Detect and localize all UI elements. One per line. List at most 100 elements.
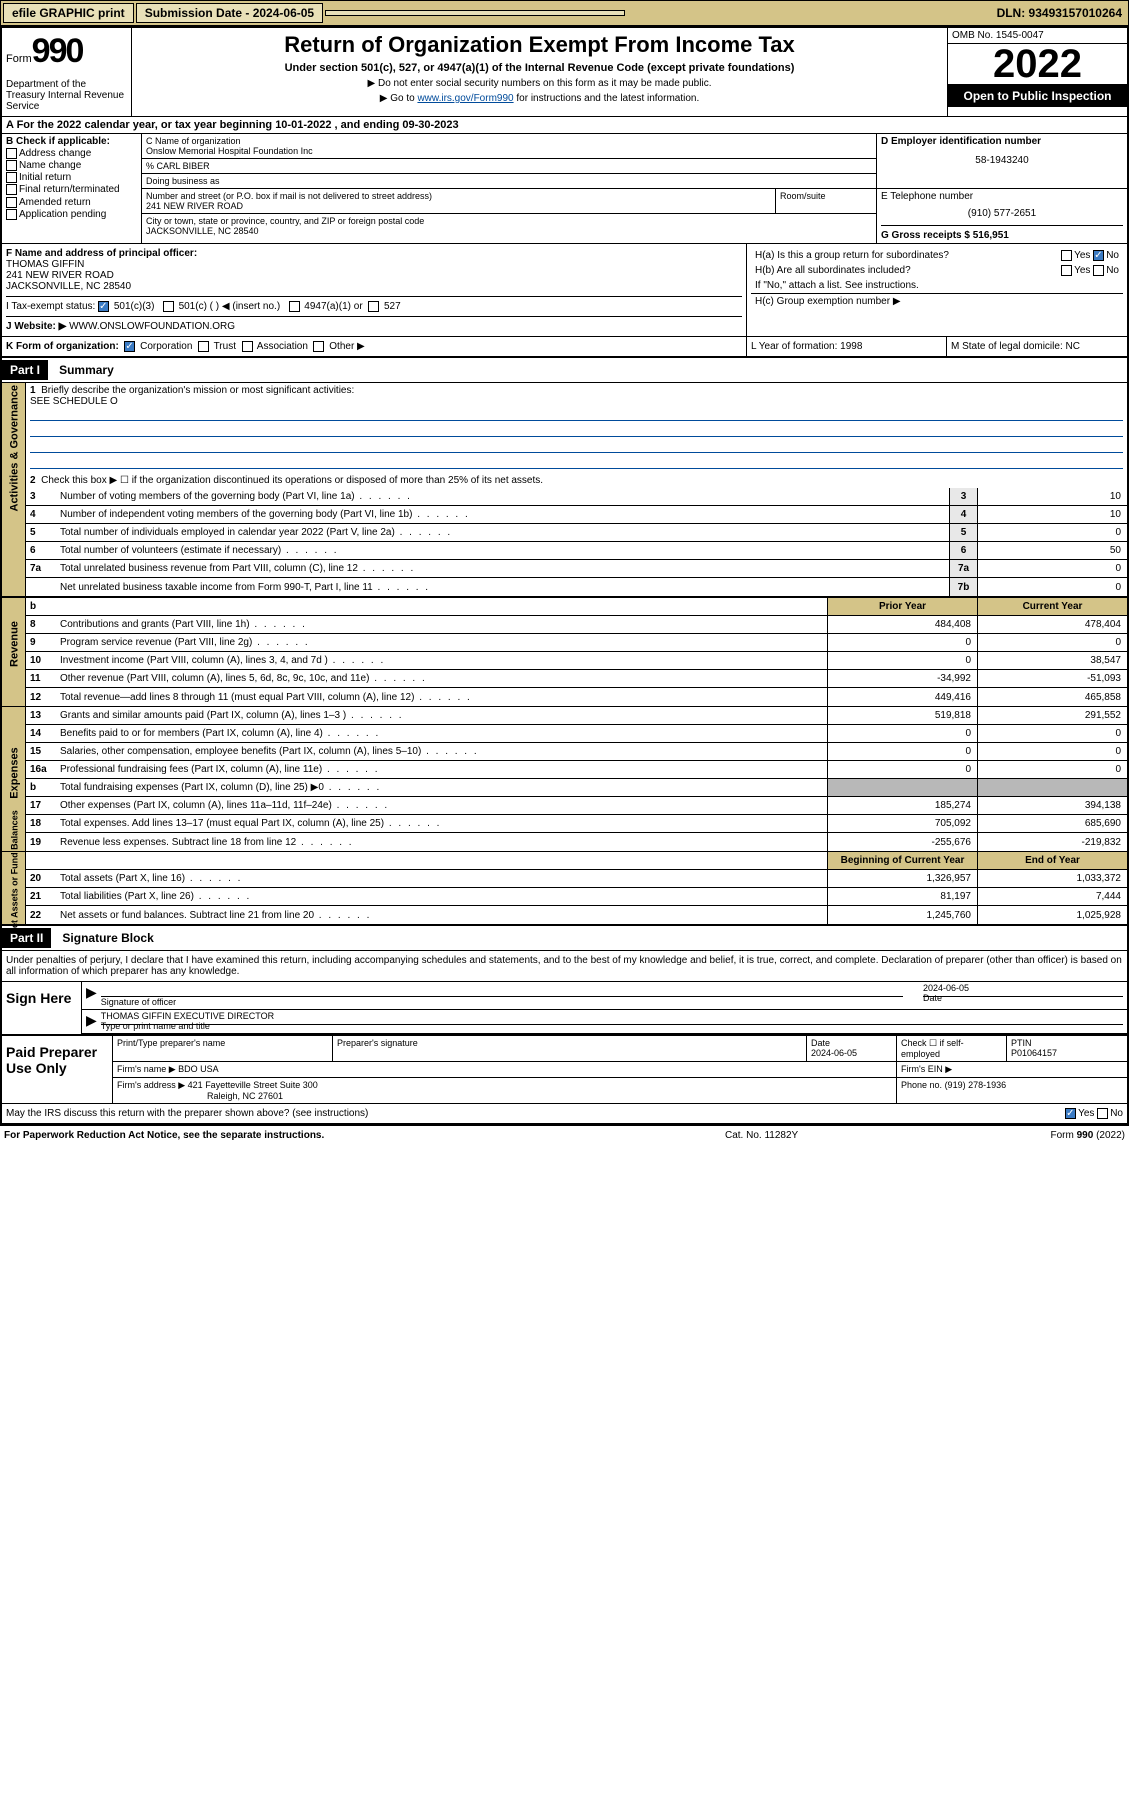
balance-headers-row: Beginning of Current Year End of Year [26, 852, 1127, 870]
col-headers-row: b Prior Year Current Year [26, 598, 1127, 616]
firm-ein: Firm's EIN ▶ [897, 1062, 1127, 1077]
form-subtitle: Under section 501(c), 527, or 4947(a)(1)… [138, 62, 941, 74]
line1-wrapper: 1 Briefly describe the organization's mi… [26, 383, 1127, 473]
gross-receipts: G Gross receipts $ 516,951 [881, 225, 1123, 241]
hb-no[interactable] [1093, 265, 1104, 276]
discuss-row: May the IRS discuss this return with the… [2, 1103, 1127, 1123]
dept-treasury: Department of the Treasury Internal Reve… [6, 71, 127, 112]
line-19: 19 Revenue less expenses. Subtract line … [26, 833, 1127, 851]
paperwork-notice: For Paperwork Reduction Act Notice, see … [4, 1130, 725, 1141]
firm-addr-row: Firm's address ▶ 421 Fayetteville Street… [113, 1078, 1127, 1103]
prep-row1: Print/Type preparer's name Preparer's si… [113, 1036, 1127, 1062]
row-fh: F Name and address of principal officer:… [2, 244, 1127, 337]
cb-501c3[interactable] [98, 301, 109, 312]
governance-section: Activities & Governance 1 Briefly descri… [2, 383, 1127, 597]
h-b: H(b) Are all subordinates included? Yes … [751, 263, 1123, 278]
top-bar: efile GRAPHIC print Submission Date - 20… [0, 0, 1129, 26]
firm-addr: Firm's address ▶ 421 Fayetteville Street… [113, 1078, 897, 1103]
cb-4947[interactable] [289, 301, 300, 312]
row-klm: K Form of organization: Corporation Trus… [2, 337, 1127, 358]
arrow-icon: ▶ [86, 984, 97, 1007]
header-right: OMB No. 1545-0047 2022 Open to Public In… [947, 28, 1127, 116]
cb-initial[interactable]: Initial return [6, 172, 137, 183]
care-of: % CARL BIBER [142, 159, 876, 174]
col-h-group: H(a) Is this a group return for subordin… [747, 244, 1127, 336]
cb-527[interactable] [368, 301, 379, 312]
col-f-officer: F Name and address of principal officer:… [2, 244, 747, 336]
instructions-link: ▶ Go to www.irs.gov/Form990 for instruct… [138, 93, 941, 104]
firm-name: Firm's name ▶ BDO USA [113, 1062, 897, 1077]
summary-line-7b: Net unrelated business taxable income fr… [26, 578, 1127, 596]
self-emp: Check ☐ if self-employed [897, 1036, 1007, 1061]
ha-no[interactable] [1093, 250, 1104, 261]
part1-title: Summary [51, 363, 114, 377]
line-21: 21 Total liabilities (Part X, line 26) 8… [26, 888, 1127, 906]
end-year-header: End of Year [977, 852, 1127, 869]
current-year-header: Current Year [977, 598, 1127, 615]
cb-assoc[interactable] [242, 341, 253, 352]
side-balances: Net Assets or Fund Balances [2, 852, 26, 924]
room-cell: Room/suite [776, 189, 876, 214]
side-governance: Activities & Governance [2, 383, 26, 596]
sig-officer-row: ▶ Signature of officer 2024-06-05 Date [82, 982, 1127, 1010]
paid-label: Paid Preparer Use Only [2, 1036, 112, 1103]
summary-line-3: 3 Number of voting members of the govern… [26, 488, 1127, 506]
summary-line-6: 6 Total number of volunteers (estimate i… [26, 542, 1127, 560]
cb-501c[interactable] [163, 301, 174, 312]
cd-top: C Name of organization Onslow Memorial H… [142, 134, 1127, 189]
part2-header-row: Part II Signature Block [2, 925, 1127, 951]
row-k-form-org: K Form of organization: Corporation Trus… [2, 337, 747, 356]
cb-name[interactable]: Name change [6, 160, 137, 171]
cb-address[interactable]: Address change [6, 148, 137, 159]
officer-name: THOMAS GIFFIN [6, 259, 742, 270]
sig-line: Signature of officer [101, 996, 903, 1007]
part1-header-row: Part I Summary [2, 358, 1127, 383]
cb-pending[interactable]: Application pending [6, 209, 137, 220]
phone-value: (910) 577-2651 [881, 208, 1123, 219]
line-12: 12 Total revenue—add lines 8 through 11 … [26, 688, 1127, 706]
spacer [325, 10, 625, 16]
part1-badge: Part I [2, 360, 48, 380]
cat-no: Cat. No. 11282Y [725, 1130, 925, 1141]
line-18: 18 Total expenses. Add lines 13–17 (must… [26, 815, 1127, 833]
expenses-section: Expenses 13 Grants and similar amounts p… [2, 707, 1127, 852]
dln: DLN: 93493157010264 [997, 6, 1126, 20]
discuss-yes[interactable] [1065, 1108, 1076, 1119]
h-c: H(c) Group exemption number ▶ [751, 293, 1123, 309]
officer-typed: THOMAS GIFFIN EXECUTIVE DIRECTOR Type or… [101, 1024, 1123, 1031]
line-15: 15 Salaries, other compensation, employe… [26, 743, 1127, 761]
ptin-cell: PTINP01064157 [1007, 1036, 1127, 1061]
hb-yes[interactable] [1061, 265, 1072, 276]
line-10: 10 Investment income (Part VIII, column … [26, 652, 1127, 670]
col-cd: C Name of organization Onslow Memorial H… [142, 134, 1127, 243]
hdr-b: b [26, 599, 56, 614]
cb-trust[interactable] [198, 341, 209, 352]
cb-amended[interactable]: Amended return [6, 197, 137, 208]
discuss-no[interactable] [1097, 1108, 1108, 1119]
h-b-note: If "No," attach a list. See instructions… [751, 278, 1123, 293]
side-revenue: Revenue [2, 598, 26, 706]
line-9: 9 Program service revenue (Part VIII, li… [26, 634, 1127, 652]
cb-corp[interactable] [124, 341, 135, 352]
state-domicile: M State of legal domicile: NC [947, 337, 1127, 356]
ssn-note: ▶ Do not enter social security numbers o… [138, 78, 941, 89]
efile-btn[interactable]: efile GRAPHIC print [3, 3, 134, 23]
revenue-section: Revenue b Prior Year Current Year 8 Cont… [2, 597, 1127, 707]
form-container: Form990 Department of the Treasury Inter… [0, 26, 1129, 1125]
part2-title: Signature Block [54, 931, 153, 945]
footer: For Paperwork Reduction Act Notice, see … [0, 1125, 1129, 1145]
summary-line-5: 5 Total number of individuals employed i… [26, 524, 1127, 542]
header-center: Return of Organization Exempt From Incom… [132, 28, 947, 116]
officer-city: JACKSONVILLE, NC 28540 [6, 281, 742, 292]
h-a: H(a) Is this a group return for subordin… [751, 248, 1123, 263]
cb-other[interactable] [313, 341, 324, 352]
irs-link[interactable]: www.irs.gov/Form990 [417, 93, 513, 104]
prep-date: Date2024-06-05 [807, 1036, 897, 1061]
officer-street: 241 NEW RIVER ROAD [6, 270, 742, 281]
cb-final[interactable]: Final return/terminated [6, 184, 137, 195]
ha-yes[interactable] [1061, 250, 1072, 261]
line-b: b Total fundraising expenses (Part IX, c… [26, 779, 1127, 797]
cd-bot: Number and street (or P.O. box if mail i… [142, 189, 1127, 243]
line2: 2 Check this box ▶ ☐ if the organization… [26, 473, 1127, 488]
form-word: Form [6, 53, 32, 65]
